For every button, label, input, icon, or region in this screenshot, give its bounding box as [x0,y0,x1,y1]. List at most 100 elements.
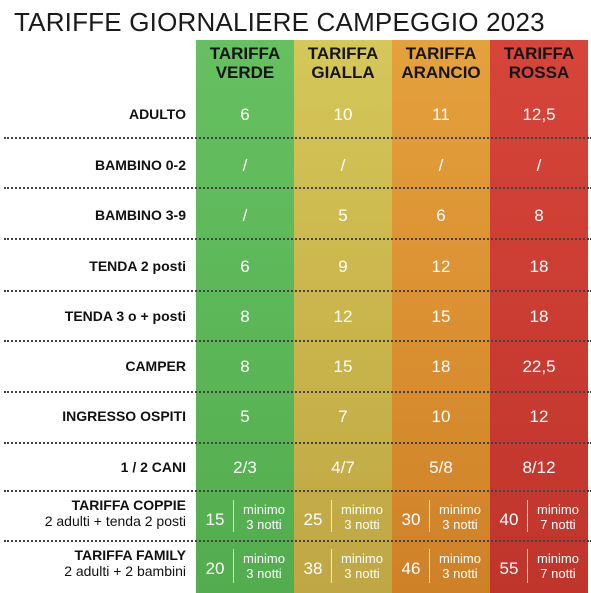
minimum-stay: minimo 7 notti [537,502,579,532]
column-tariffa-rossa: TARIFFA ROSSA [490,40,588,593]
package-price: 38 [303,559,323,578]
price-cell: 8 [240,357,250,376]
price-cell: 5 [338,206,348,225]
price-cell: / [536,156,542,175]
minimum-stay: minimo 3 notti [243,502,285,532]
minimum-stay: minimo 3 notti [439,502,481,532]
package-sublabel: 2 adulti + 2 bambini [64,563,186,579]
price-cell: 6 [240,257,250,276]
price-cell: 7 [338,407,348,426]
price-cell: / [438,156,444,175]
price-cell: 15 [431,307,451,326]
row-label: TARIFFA COPPIE 2 adulti + tenda 2 posti [0,497,186,529]
price-cell: 11 [432,105,450,124]
price-cell: 8/12 [522,458,556,477]
package-price: 30 [401,510,421,529]
price-cell: 6 [436,206,446,225]
package-cell: 20 minimo 3 notti [196,543,294,591]
price-cell: 9 [338,257,348,276]
package-price: 46 [401,559,421,578]
price-cell: 2/3 [233,458,257,477]
price-cell: / [242,156,248,175]
cell-divider [429,500,430,532]
row-label: TENDA 2 posti [89,258,186,274]
row-divider [4,391,591,393]
table-row-tenda-3: TENDA 3 o + posti 8 12 15 18 [0,293,591,341]
package-cell: 40 minimo 7 notti [490,493,588,539]
cell-divider [331,500,332,532]
column-header-line: TARIFFA [503,44,575,63]
column-header-gialla: TARIFFA GIALLA [294,44,392,82]
column-header-arancio: TARIFFA ARANCIO [392,44,490,82]
package-cell: 15 minimo 3 notti [196,493,294,539]
price-cell: 15 [333,357,353,376]
price-cell: 12,5 [522,105,556,124]
row-divider [4,290,591,292]
table-row-tariffa-family: TARIFFA FAMILY 2 adulti + 2 bambini 20 m… [0,543,591,591]
table-row-tenda-2: TENDA 2 posti 6 9 12 18 [0,241,591,289]
page-title: TARIFFE GIORNALIERE CAMPEGGIO 2023 [14,7,545,37]
price-cell: 18 [431,357,451,376]
package-price: 55 [499,559,519,578]
package-cell: 55 minimo 7 notti [490,543,588,591]
package-cell: 38 minimo 3 notti [294,543,392,591]
cell-divider [527,500,528,532]
minimum-stay: minimo 3 notti [341,551,383,581]
minimum-stay: minimo 3 notti [243,551,285,581]
price-cell: 8 [534,206,544,225]
price-cell: 5 [240,407,250,426]
package-title: TARIFFA FAMILY [74,547,186,563]
column-header-line: TARIFFA [307,44,379,63]
row-divider [4,490,591,492]
minimum-stay: minimo 3 notti [439,551,481,581]
minimum-stay: minimo 7 notti [537,551,579,581]
package-title: TARIFFA COPPIE [71,497,186,513]
cell-divider [331,549,332,583]
table-row-camper: CAMPER 8 15 18 22,5 [0,343,591,391]
column-tariffa-arancio: TARIFFA ARANCIO [392,40,490,593]
cell-divider [233,500,234,532]
column-tariffa-verde: TARIFFA VERDE [196,40,294,593]
row-label: TENDA 3 o + posti [64,308,186,324]
price-cell: 10 [333,105,353,124]
column-header-line: ARANCIO [401,63,481,82]
package-price: 25 [303,510,323,529]
column-tariffa-gialla: TARIFFA GIALLA [294,40,392,593]
table-row-bambino-3-9: BAMBINO 3-9 / 5 6 8 [0,190,591,238]
row-divider [4,540,591,542]
row-divider [4,187,591,189]
cell-divider [527,549,528,583]
row-label: BAMBINO 0-2 [94,157,186,173]
price-cell: 22,5 [522,357,556,376]
row-divider [4,340,591,342]
price-cell: 5/8 [429,458,453,477]
table-row-cani: 1 / 2 CANI 2/3 4/7 5/8 8/12 [0,445,591,490]
package-price: 20 [205,559,225,578]
price-cell: 18 [529,307,549,326]
price-cell: 8 [240,307,250,326]
package-cell: 30 minimo 3 notti [392,493,490,539]
table-row-tariffa-coppie: TARIFFA COPPIE 2 adulti + tenda 2 posti … [0,493,591,539]
column-header-rossa: TARIFFA ROSSA [490,44,588,82]
table-row-adulto: ADULTO 6 10 11 12,5 [0,98,591,134]
price-cell: 12 [333,307,353,326]
price-cell: 18 [529,257,549,276]
cell-divider [233,549,234,583]
package-cell: 46 minimo 3 notti [392,543,490,591]
row-label: CAMPER [125,358,186,374]
cell-divider [429,549,430,583]
column-header-verde: TARIFFA VERDE [196,44,294,82]
row-label: INGRESSO OSPITI [62,408,186,424]
table-row-ingresso-ospiti: INGRESSO OSPITI 5 7 10 12 [0,394,591,442]
package-price: 40 [499,510,519,529]
row-label: BAMBINO 3-9 [94,207,186,223]
column-header-line: VERDE [215,63,275,82]
price-cell: 10 [431,407,451,426]
price-cell: 6 [240,105,250,124]
package-price: 15 [205,510,225,529]
price-cell: 12 [431,257,451,276]
row-label: TARIFFA FAMILY 2 adulti + 2 bambini [0,547,186,579]
package-sublabel: 2 adulti + tenda 2 posti [44,513,186,529]
column-header-line: TARIFFA [405,44,477,63]
price-cell: / [242,206,248,225]
